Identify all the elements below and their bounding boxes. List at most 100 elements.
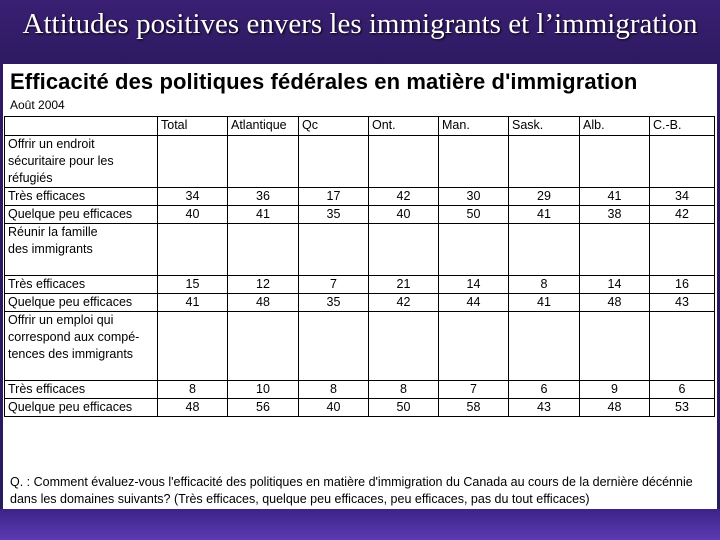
empty-cell xyxy=(368,223,439,276)
header-blank xyxy=(4,116,158,136)
value-cell: 48 xyxy=(579,398,650,417)
column-header: Ont. xyxy=(368,116,439,136)
empty-cell xyxy=(649,223,715,276)
empty-cell xyxy=(368,135,439,188)
column-header: Atlantique xyxy=(227,116,299,136)
header-row: Total Atlantique Qc Ont. Man. Sask. Alb.… xyxy=(4,116,715,136)
value-cell: 48 xyxy=(579,293,650,312)
value-cell: 48 xyxy=(157,398,228,417)
value-cell: 10 xyxy=(227,380,299,399)
value-cell: 14 xyxy=(579,275,650,294)
empty-cell xyxy=(298,135,369,188)
value-cell: 58 xyxy=(438,398,509,417)
value-cell: 8 xyxy=(157,380,228,399)
value-cell: 56 xyxy=(227,398,299,417)
value-cell: 40 xyxy=(298,398,369,417)
empty-cell xyxy=(298,223,369,276)
value-cell: 7 xyxy=(438,380,509,399)
value-cell: 38 xyxy=(579,205,650,224)
section-label-line: tences des immigrants xyxy=(8,347,134,361)
table-title: Efficacité des politiques fédérales en m… xyxy=(10,69,638,94)
section-header-row: Offrir un emploi qui correspond aux compé… xyxy=(4,311,715,381)
value-cell: 17 xyxy=(298,187,369,206)
value-cell: 41 xyxy=(227,205,299,224)
section-label-line: réfugiés xyxy=(8,171,53,185)
data-table: Total Atlantique Qc Ont. Man. Sask. Alb.… xyxy=(4,116,715,417)
empty-cell xyxy=(438,135,509,188)
value-cell: 34 xyxy=(157,187,228,206)
table-row: Quelque peu efficaces 48 56 40 50 58 43 48 53 xyxy=(4,398,715,417)
section-label: Offrir un emploi qui correspond aux compé… xyxy=(4,311,158,381)
column-header: Sask. xyxy=(508,116,580,136)
value-cell: 43 xyxy=(649,293,715,312)
section-header-row: Offrir un endroit sécuritaire pour les réf… xyxy=(4,135,715,188)
value-cell: 53 xyxy=(649,398,715,417)
empty-cell xyxy=(508,135,580,188)
section-label-line: correspond aux compé- xyxy=(8,330,140,344)
value-cell: 9 xyxy=(579,380,650,399)
column-header: Total xyxy=(157,116,228,136)
value-cell: 6 xyxy=(508,380,580,399)
empty-cell xyxy=(579,223,650,276)
section-label-line: des immigrants xyxy=(8,242,93,256)
empty-cell xyxy=(508,311,580,381)
table-row: Quelque peu efficaces 40 41 35 40 50 41 38 42 xyxy=(4,205,715,224)
value-cell: 41 xyxy=(508,205,580,224)
empty-cell xyxy=(579,311,650,381)
empty-cell xyxy=(649,311,715,381)
value-cell: 41 xyxy=(579,187,650,206)
empty-cell xyxy=(227,311,299,381)
empty-cell xyxy=(508,223,580,276)
section-label-line: Réunir la famille xyxy=(8,225,98,239)
value-cell: 30 xyxy=(438,187,509,206)
row-label: Quelque peu efficaces xyxy=(4,293,158,312)
value-cell: 8 xyxy=(508,275,580,294)
section-header-row: Réunir la famille des immigrants xyxy=(4,223,715,276)
table-row: Très efficaces 15 12 7 21 14 8 14 16 xyxy=(4,275,715,294)
value-cell: 44 xyxy=(438,293,509,312)
value-cell: 35 xyxy=(298,205,369,224)
survey-question: Q. : Comment évaluez-vous l'efficacité d… xyxy=(10,475,693,506)
value-cell: 36 xyxy=(227,187,299,206)
value-cell: 29 xyxy=(508,187,580,206)
value-cell: 12 xyxy=(227,275,299,294)
section-label-line: Offrir un endroit xyxy=(8,137,95,151)
empty-cell xyxy=(157,223,228,276)
row-label: Très efficaces xyxy=(4,187,158,206)
value-cell: 40 xyxy=(368,205,439,224)
row-label: Quelque peu efficaces xyxy=(4,205,158,224)
table-row: Très efficaces 8 10 8 8 7 6 9 6 xyxy=(4,380,715,399)
value-cell: 48 xyxy=(227,293,299,312)
empty-cell xyxy=(157,135,228,188)
empty-cell xyxy=(579,135,650,188)
value-cell: 50 xyxy=(368,398,439,417)
empty-cell xyxy=(368,311,439,381)
row-label: Très efficaces xyxy=(4,275,158,294)
table-body: Offrir un endroit sécuritaire pour les réf… xyxy=(4,135,715,417)
table-date: Août 2004 xyxy=(10,98,65,112)
empty-cell xyxy=(438,311,509,381)
empty-cell xyxy=(438,223,509,276)
column-header: Man. xyxy=(438,116,509,136)
row-label: Très efficaces xyxy=(4,380,158,399)
value-cell: 42 xyxy=(649,205,715,224)
section-label: Réunir la famille des immigrants xyxy=(4,223,158,276)
value-cell: 21 xyxy=(368,275,439,294)
value-cell: 42 xyxy=(368,187,439,206)
section-label: Offrir un endroit sécuritaire pour les réf… xyxy=(4,135,158,188)
table-image: Efficacité des politiques fédérales en m… xyxy=(3,64,717,509)
empty-cell xyxy=(157,311,228,381)
value-cell: 7 xyxy=(298,275,369,294)
empty-cell xyxy=(298,311,369,381)
value-cell: 6 xyxy=(649,380,715,399)
table-row: Très efficaces 34 36 17 42 30 29 41 34 xyxy=(4,187,715,206)
value-cell: 42 xyxy=(368,293,439,312)
section-label-line: sécuritaire pour les xyxy=(8,154,114,168)
row-label: Quelque peu efficaces xyxy=(4,398,158,417)
value-cell: 16 xyxy=(649,275,715,294)
section-label-line: Offrir un emploi qui xyxy=(8,313,114,327)
value-cell: 50 xyxy=(438,205,509,224)
value-cell: 41 xyxy=(508,293,580,312)
column-header: Qc xyxy=(298,116,369,136)
bottom-bar xyxy=(0,509,720,540)
